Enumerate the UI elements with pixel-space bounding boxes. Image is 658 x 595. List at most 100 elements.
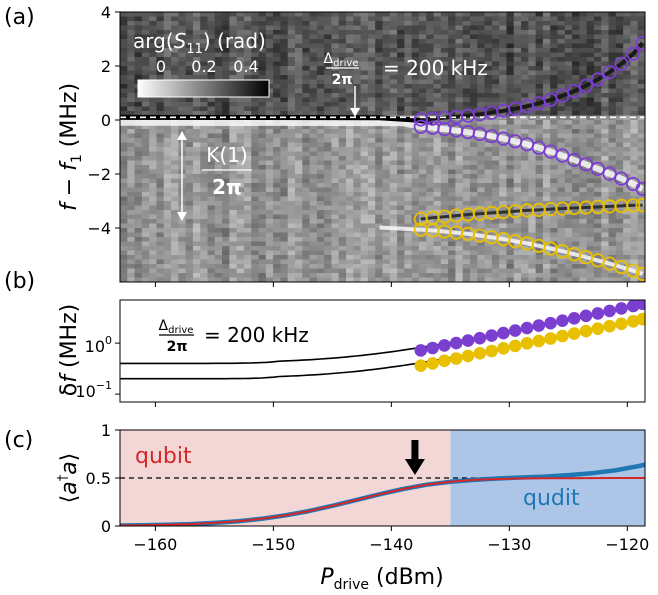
heatmap-cell (484, 151, 493, 157)
heatmap-cell (418, 241, 427, 247)
heatmap-cell (470, 70, 478, 76)
heatmap-cell (192, 111, 201, 117)
heatmap-cell (513, 115, 522, 121)
heatmap-cell (316, 75, 325, 81)
heatmap-cell (470, 264, 478, 270)
heatmap-cell (207, 151, 216, 157)
heatmap-cell (214, 102, 223, 108)
heatmap-cell (200, 61, 209, 67)
heatmap-cell (149, 205, 158, 211)
heatmap-cell (630, 97, 639, 103)
heatmap-cell (200, 255, 209, 261)
heatmap-cell (535, 210, 544, 216)
heatmap-cell (404, 39, 413, 45)
heatmap-cell (608, 133, 617, 139)
heatmap-cell (440, 43, 449, 49)
heatmap-cell (258, 66, 267, 72)
heatmap-cell (404, 34, 413, 40)
heatmap-cell (156, 97, 165, 103)
heatmap-cell (229, 160, 238, 166)
heatmap-cell (324, 196, 333, 202)
heatmap-cell (506, 151, 515, 157)
heatmap-cell (120, 52, 128, 58)
heatmap-cell (353, 151, 362, 157)
heatmap-cell (309, 228, 318, 234)
heatmap-cell (433, 43, 442, 49)
heatmap-cell (214, 25, 223, 31)
heatmap-cell (630, 174, 639, 180)
heatmap-cell (120, 246, 128, 252)
heatmap-cell (141, 228, 150, 234)
heatmap-cell (411, 84, 420, 90)
heatmap-cell (367, 43, 376, 49)
heatmap-cell (513, 88, 522, 94)
heatmap-cell (192, 169, 201, 175)
heatmap-cell (601, 214, 610, 220)
heatmap-cell (455, 93, 464, 99)
heatmap-cell (302, 196, 311, 202)
heatmap-cell (506, 34, 515, 40)
heatmap-cell (623, 138, 632, 144)
heatmap-cell (630, 43, 639, 49)
heatmap-cell (397, 138, 405, 144)
heatmap-cell (462, 268, 471, 274)
heatmap-cell (477, 237, 486, 243)
heatmap-cell (484, 79, 493, 85)
heatmap-cell (382, 237, 391, 243)
heatmap-cell (375, 138, 384, 144)
heatmap-cell (360, 43, 369, 49)
heatmap-cell (280, 160, 289, 166)
heatmap-cell (324, 228, 333, 234)
heatmap-cell (346, 169, 354, 175)
heatmap-cell (171, 70, 179, 76)
heatmap-cell (287, 246, 296, 252)
heatmap-cell (491, 151, 500, 157)
heatmap-cell (367, 174, 376, 180)
heatmap-cell (462, 79, 471, 85)
heatmap-cell (491, 192, 500, 198)
heatmap-cell (521, 52, 529, 58)
heatmap-cell (593, 142, 602, 148)
heatmap-cell (513, 25, 522, 31)
heatmap-cell (134, 160, 143, 166)
heatmap-cell (273, 16, 282, 22)
heatmap-cell (251, 273, 260, 279)
heatmap-cell (382, 259, 391, 265)
heatmap-cell (572, 255, 580, 261)
heatmap-cell (309, 160, 318, 166)
heatmap-cell (491, 147, 500, 153)
heatmap-cell (185, 201, 194, 207)
heatmap-cell (163, 246, 172, 252)
heatmap-cell (470, 219, 478, 225)
heatmap-cell (309, 178, 318, 184)
heatmap-cell (382, 246, 391, 252)
heatmap-cell (156, 160, 165, 166)
heatmap-cell (229, 75, 238, 81)
heatmap-cell (550, 237, 559, 243)
heatmap-cell (156, 268, 165, 274)
heatmap-cell (120, 241, 128, 247)
heatmap-cell (229, 250, 238, 256)
heatmap-cell (433, 174, 442, 180)
heatmap-cell (236, 30, 245, 36)
heatmap-cell (243, 138, 252, 144)
heatmap-cell (418, 178, 427, 184)
heatmap-cell (243, 133, 252, 139)
heatmap-cell (163, 75, 172, 81)
heatmap-cell (258, 174, 267, 180)
heatmap-cell (302, 57, 311, 63)
heatmap-cell (579, 57, 588, 63)
heatmap-cell (120, 264, 128, 270)
heatmap-cell (623, 255, 632, 261)
heatmap-cell (295, 147, 303, 153)
heatmap-cell (192, 106, 201, 112)
heatmap-cell (564, 187, 573, 193)
heatmap-cell (280, 70, 289, 76)
heatmap-cell (163, 48, 172, 54)
x-tick-label: −140 (369, 535, 413, 554)
heatmap-cell (331, 30, 340, 36)
heatmap-cell (586, 232, 595, 238)
heatmap-cell (134, 142, 143, 148)
heatmap-cell (171, 246, 179, 252)
heatmap-cell (280, 214, 289, 220)
